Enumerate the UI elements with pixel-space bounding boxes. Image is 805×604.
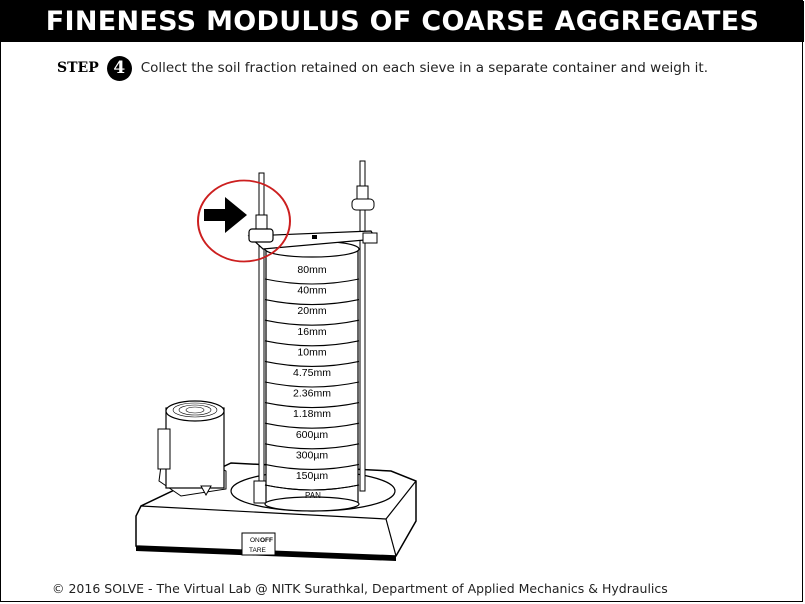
sieve-ring: [264, 299, 360, 306]
clamp-rods: [253, 160, 375, 504]
right-arrow-icon: [204, 197, 247, 233]
pan-label: PAN: [305, 491, 321, 500]
tare-label: TARE: [249, 547, 267, 554]
copyright-footer: © 2016 SOLVE - The Virtual Lab @ NITK Su…: [52, 581, 668, 596]
sieve-ring: [264, 360, 360, 367]
sieve-ring: [264, 319, 360, 326]
switch-on-label: ON: [250, 537, 260, 544]
power-switch[interactable]: ON OFF TARE: [241, 532, 276, 556]
sieve-shaker-apparatus: ON OFF TARE 80mm 40mm 20mm 16mm 10mm 4.75mm 2.…: [135, 160, 417, 561]
sieve-size-labels: 80mm 40mm 20mm 16mm 10mm 4.75mm 2.36mm 1.18mm 60…: [293, 264, 331, 482]
sieve-ring: [264, 278, 360, 285]
pan-ring: [264, 484, 360, 491]
sieve-size-label: 4.75mm: [293, 367, 331, 379]
sieve-size-label: 10mm: [297, 346, 326, 358]
sieve-ring: [264, 422, 360, 429]
sieve-size-label: 80mm: [297, 264, 326, 276]
sieve-size-label: 40mm: [297, 285, 326, 297]
sieve-rings: [264, 278, 360, 491]
sieve-size-label: 2.36mm: [293, 388, 331, 400]
highlight-circle: [197, 179, 291, 263]
sieve-size-label: 600µm: [296, 429, 329, 441]
step-instruction: STEP 4 Collect the soil fraction retaine…: [57, 55, 708, 81]
sieve-ring: [264, 402, 360, 409]
sieve-ring: [264, 443, 360, 450]
switch-off-label: OFF: [260, 537, 273, 544]
sieve-size-label: 150µm: [296, 470, 329, 482]
sieve-ring: [264, 463, 360, 470]
page-title: FINENESS MODULUS OF COARSE AGGREGATES: [1, 1, 804, 42]
sieve-size-label: 300µm: [296, 449, 329, 461]
step-number-badge: 4: [106, 55, 132, 81]
sieve-size-label: 20mm: [297, 305, 326, 317]
sieve-ring: [264, 340, 360, 347]
motor-unit: [157, 400, 227, 497]
sieve-ring: [264, 381, 360, 388]
step-label: STEP: [57, 60, 99, 76]
sieve-size-label: 1.18mm: [293, 408, 331, 420]
step-text: Collect the soil fraction retained on ea…: [140, 60, 708, 76]
sieve-size-label: 16mm: [297, 326, 326, 338]
